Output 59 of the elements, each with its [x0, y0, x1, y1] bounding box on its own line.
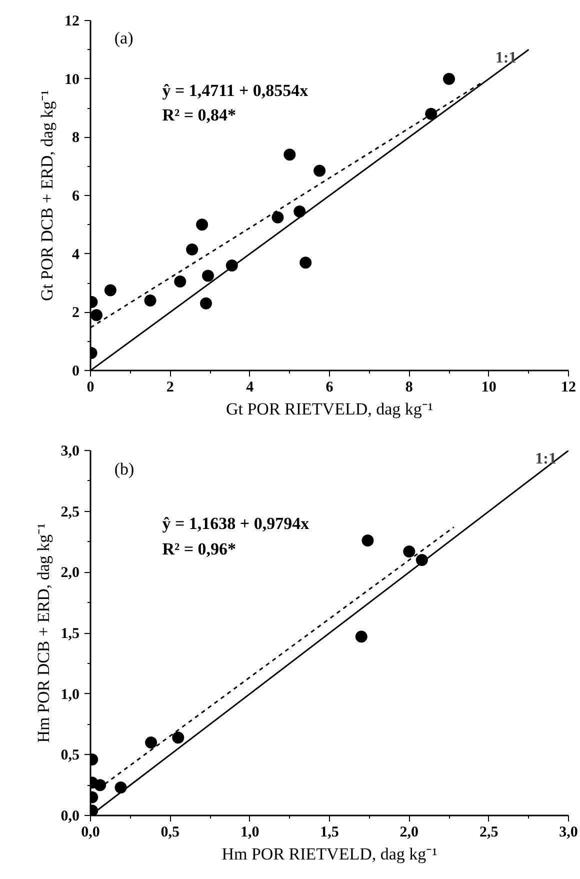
y-tick-label: 1,0 — [60, 686, 80, 703]
point — [196, 218, 208, 231]
y-tick-label: 2,0 — [60, 565, 80, 582]
point — [284, 148, 296, 161]
y-tick-label: 10 — [64, 72, 80, 88]
point — [174, 276, 186, 288]
point — [355, 630, 368, 643]
point — [443, 72, 455, 85]
point — [200, 297, 212, 310]
point — [104, 284, 116, 296]
y-tick-label: 12 — [64, 14, 80, 30]
x-tick-label: 8 — [405, 380, 413, 396]
y-axis-title: Gt POR DCB + ERD, dag kg⁻¹ — [38, 90, 56, 301]
x-tick-label: 12 — [561, 380, 576, 396]
x-tick-label: 3,0 — [559, 824, 578, 840]
x-tick-label: 6 — [326, 380, 334, 396]
y-tick-label: 0,5 — [60, 748, 80, 764]
annotation: (b) — [114, 459, 134, 478]
point — [145, 736, 158, 748]
point — [362, 534, 374, 547]
point — [314, 164, 326, 177]
x-tick-label: 1,5 — [320, 824, 339, 840]
x-tick-label: 2 — [166, 380, 174, 396]
point — [202, 270, 214, 282]
point — [294, 206, 306, 218]
point — [425, 108, 438, 120]
x-tick-label: 0 — [86, 380, 94, 396]
annotation: R² = 0,96* — [162, 540, 236, 559]
x-tick-label: 2,0 — [400, 824, 419, 840]
x-tick-label: 4 — [246, 380, 254, 396]
series-label: 1:1 — [495, 50, 517, 67]
y-tick-label: 3,0 — [60, 444, 80, 460]
x-tick-label: 1,0 — [240, 824, 260, 840]
annotation: (a) — [114, 28, 134, 48]
point — [90, 309, 102, 322]
x-axis-title: Gt POR RIETVELD, dag kg⁻¹ — [226, 400, 434, 418]
annotation: R² = 0,84* — [162, 106, 236, 124]
annotation: ŷ = 1,4711 + 0,8554x — [162, 81, 309, 100]
y-tick-label: 2 — [72, 305, 80, 322]
point — [403, 545, 416, 558]
y-tick-label: 0 — [72, 364, 80, 380]
y-tick-label: 8 — [72, 130, 80, 146]
x-tick-label: 2,5 — [479, 824, 498, 840]
x-axis-title: Hm POR RIETVELD, dag kg⁻¹ — [222, 844, 438, 864]
x-tick-label: 0,5 — [160, 824, 180, 840]
x-tick-label: 10 — [481, 380, 496, 396]
y-axis-title: Hm POR DCB + ERD, dag kg⁻¹ — [34, 523, 53, 743]
y-tick-label: 1,5 — [60, 626, 80, 642]
y-tick-label: 4 — [72, 246, 80, 263]
y-tick-label: 0,0 — [60, 808, 80, 824]
annotation: ŷ = 1,1638 + 0,9794x — [162, 514, 310, 533]
point — [300, 256, 312, 269]
series-label: 1:1 — [535, 450, 556, 468]
y-tick-label: 6 — [72, 188, 80, 204]
point — [144, 294, 156, 306]
point — [186, 243, 198, 256]
y-tick-label: 2,5 — [60, 504, 80, 520]
point — [272, 211, 284, 224]
point — [172, 732, 184, 744]
